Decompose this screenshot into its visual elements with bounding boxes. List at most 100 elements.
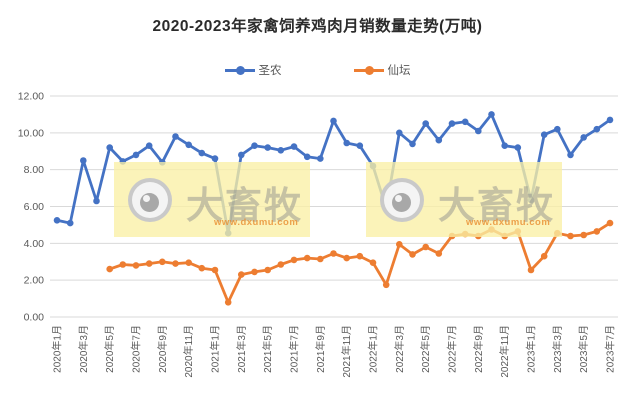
data-point <box>540 131 548 138</box>
legend-item-xiantan[interactable]: 仙坛 <box>353 62 411 78</box>
data-point <box>80 157 87 164</box>
data-point <box>303 254 311 262</box>
svg-text:2023年1月: 2023年1月 <box>525 325 538 373</box>
x-axis-labels: 2020年1月 2020年3月 2020年5月 2020年7月 2020年9月 2020年… <box>51 325 617 378</box>
legend-label-xiantan: 仙坛 <box>387 65 411 77</box>
data-point <box>277 261 285 268</box>
data-point <box>501 232 509 240</box>
data-point <box>593 125 601 133</box>
svg-text:6.00: 6.00 <box>24 201 45 213</box>
data-point <box>119 158 127 165</box>
data-point <box>527 196 535 204</box>
data-point <box>396 241 403 248</box>
svg-text:2022年7月: 2022年7月 <box>446 325 459 373</box>
svg-text:2023年5月: 2023年5月 <box>577 325 590 373</box>
data-point <box>238 271 245 278</box>
data-point <box>409 140 416 148</box>
data-point <box>145 260 153 267</box>
data-point <box>290 256 298 264</box>
data-point <box>356 142 364 149</box>
svg-text:2022年3月: 2022年3月 <box>393 325 406 373</box>
legend-item-shengnong[interactable]: 圣农 <box>224 62 282 78</box>
data-point <box>132 262 140 269</box>
data-point <box>554 229 561 237</box>
data-point <box>251 142 258 149</box>
data-point <box>343 254 351 262</box>
svg-text:2022年1月: 2022年1月 <box>367 325 380 373</box>
series-line <box>56 113 611 235</box>
data-point <box>396 129 403 137</box>
data-point <box>606 116 614 124</box>
data-point <box>461 230 469 238</box>
data-point <box>514 144 522 151</box>
svg-text:2021年5月: 2021年5月 <box>261 325 274 373</box>
data-point <box>488 226 495 233</box>
gridlines <box>50 95 618 318</box>
svg-text:0.00: 0.00 <box>24 312 45 324</box>
data-point <box>580 231 587 239</box>
data-point <box>540 252 548 260</box>
data-point <box>251 268 258 276</box>
svg-text:2020年5月: 2020年5月 <box>103 325 116 373</box>
data-point <box>330 117 337 125</box>
data-point <box>53 217 61 224</box>
data-point <box>106 265 113 273</box>
svg-text:8.00: 8.00 <box>24 164 45 176</box>
data-point <box>356 252 364 260</box>
data-point <box>66 219 74 227</box>
data-point <box>159 258 166 266</box>
svg-text:2021年11月: 2021年11月 <box>340 325 353 378</box>
data-point <box>119 261 127 268</box>
svg-text:2022年11月: 2022年11月 <box>498 325 511 378</box>
data-point <box>172 133 179 140</box>
data-point <box>198 264 206 272</box>
svg-text:2.00: 2.00 <box>24 275 45 287</box>
data-point <box>172 260 179 267</box>
svg-text:2021年1月: 2021年1月 <box>209 325 222 373</box>
series-line <box>109 221 611 304</box>
data-point <box>145 142 153 149</box>
data-point <box>435 250 443 257</box>
svg-text:2020年9月: 2020年9月 <box>156 325 169 373</box>
data-point <box>593 228 601 235</box>
data-point <box>224 299 232 306</box>
svg-text:2020年3月: 2020年3月 <box>77 325 90 373</box>
data-point <box>422 243 430 251</box>
data-point <box>290 143 298 150</box>
data-point <box>475 127 482 135</box>
data-point <box>303 153 311 161</box>
data-point <box>369 259 377 267</box>
data-point <box>185 259 192 267</box>
data-point <box>159 159 166 166</box>
data-point <box>198 149 206 157</box>
data-point <box>277 147 285 154</box>
data-point <box>606 219 614 227</box>
line-marker-icon <box>224 65 255 75</box>
svg-text:2021年9月: 2021年9月 <box>314 325 327 373</box>
data-point <box>554 125 561 133</box>
data-point <box>93 197 100 205</box>
data-point <box>422 120 430 127</box>
line-marker-icon <box>353 65 384 75</box>
data-point <box>238 151 245 159</box>
data-point <box>369 162 377 170</box>
data-point <box>435 136 443 144</box>
data-point <box>527 266 535 274</box>
legend-label-shengnong: 圣农 <box>258 65 282 77</box>
data-point <box>330 250 337 257</box>
data-point <box>488 111 495 118</box>
svg-text:4.00: 4.00 <box>24 238 45 250</box>
data-point <box>317 255 324 263</box>
data-point <box>224 229 232 237</box>
svg-text:2023年3月: 2023年3月 <box>551 325 564 373</box>
data-point <box>461 118 469 126</box>
data-point <box>132 151 140 159</box>
data-point <box>501 142 509 149</box>
data-point <box>343 139 351 147</box>
svg-text:12.00: 12.00 <box>18 91 44 103</box>
chart-legend: 圣农 仙坛 <box>0 62 635 78</box>
svg-text:2022年5月: 2022年5月 <box>419 325 432 373</box>
data-point <box>567 232 574 240</box>
